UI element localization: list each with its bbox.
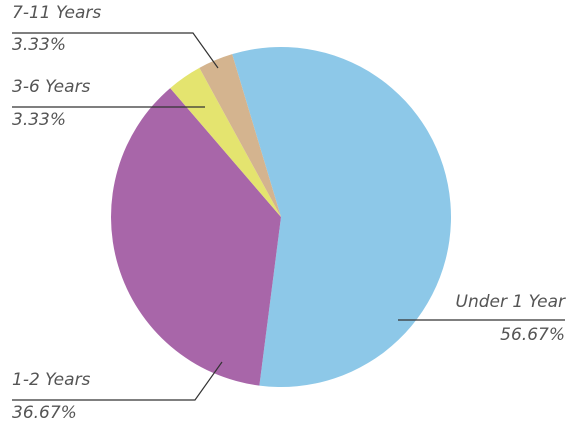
pie-slice — [199, 54, 281, 217]
slice-label: 3-6 Years — [12, 77, 91, 97]
slice-label: 1-2 Years — [12, 370, 91, 390]
pie-slice — [111, 88, 282, 386]
slice-label: Under 1 Year — [456, 292, 566, 312]
leader-line — [12, 361, 223, 401]
leader-line — [12, 32, 219, 69]
slice-value-label: 56.67% — [500, 325, 565, 345]
slice-value-label: 3.33% — [12, 35, 66, 55]
slice-label: 7-11 Years — [12, 3, 101, 23]
slice-value-label: 36.67% — [12, 403, 77, 423]
pie-slice — [170, 67, 281, 217]
slice-value-label: 3.33% — [12, 110, 66, 130]
pie-slice — [232, 47, 452, 387]
